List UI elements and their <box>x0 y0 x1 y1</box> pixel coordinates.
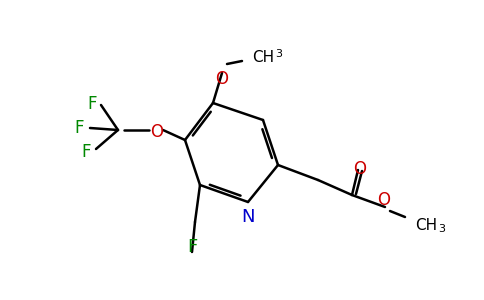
Text: 3: 3 <box>275 49 282 59</box>
Text: F: F <box>74 119 84 137</box>
Text: 3: 3 <box>438 224 445 234</box>
Text: F: F <box>87 95 97 113</box>
Text: F: F <box>187 238 197 256</box>
Text: O: O <box>378 191 391 209</box>
Text: N: N <box>241 208 255 226</box>
Text: O: O <box>353 160 366 178</box>
Text: F: F <box>81 143 91 161</box>
Text: O: O <box>151 123 164 141</box>
Text: CH: CH <box>415 218 437 232</box>
Text: CH: CH <box>252 50 274 65</box>
Text: O: O <box>215 70 228 88</box>
